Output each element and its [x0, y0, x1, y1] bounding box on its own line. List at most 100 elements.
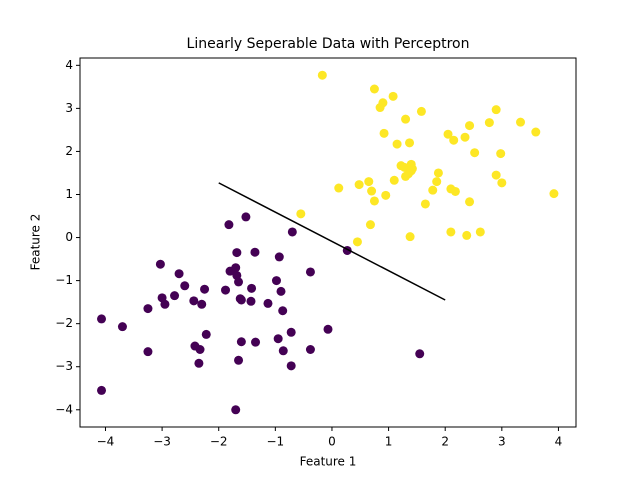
point	[416, 106, 426, 116]
point	[296, 209, 306, 219]
point	[189, 296, 199, 306]
point	[364, 177, 374, 187]
point	[449, 135, 459, 145]
x-tick-label: 1	[385, 435, 393, 449]
point	[231, 405, 241, 415]
decision-boundary	[218, 182, 446, 301]
point	[323, 324, 333, 334]
y-tick-label: 1	[65, 187, 73, 201]
point	[143, 304, 153, 314]
point	[194, 358, 204, 368]
x-tick-label: 3	[498, 435, 506, 449]
point	[278, 306, 288, 316]
point	[354, 180, 364, 190]
x-tick-label: 0	[328, 435, 336, 449]
point	[143, 347, 153, 357]
y-tick-label: −2	[55, 316, 73, 330]
y-tick-label: 3	[65, 101, 73, 115]
point	[405, 232, 415, 242]
point	[433, 168, 443, 178]
point	[491, 170, 501, 180]
point	[401, 171, 411, 181]
point	[465, 197, 475, 207]
point	[224, 220, 234, 230]
point	[236, 295, 246, 305]
point	[273, 334, 283, 344]
point	[231, 263, 241, 273]
point	[271, 276, 281, 286]
point	[274, 252, 284, 262]
point	[379, 128, 389, 138]
point	[97, 314, 107, 324]
point	[197, 299, 207, 309]
point	[155, 259, 165, 269]
point	[180, 281, 190, 291]
point	[367, 186, 377, 196]
point	[174, 269, 184, 279]
chart-title: Linearly Seperable Data with Perceptron	[187, 36, 470, 52]
point	[405, 138, 415, 148]
point	[221, 285, 231, 295]
point	[381, 190, 391, 200]
point	[170, 291, 180, 301]
point	[399, 162, 409, 172]
point	[334, 183, 344, 193]
point	[406, 166, 416, 176]
y-axis-label: Feature 2	[29, 214, 43, 271]
point	[375, 103, 385, 113]
point	[234, 277, 244, 287]
point	[465, 121, 475, 131]
point	[278, 346, 288, 356]
x-tick-label: −3	[153, 435, 171, 449]
point	[549, 189, 559, 199]
point	[97, 385, 107, 395]
point	[286, 361, 296, 371]
y-tick-label: −4	[55, 402, 73, 416]
point	[531, 127, 541, 137]
point	[462, 230, 472, 240]
point	[443, 129, 453, 139]
x-tick-label: −2	[210, 435, 228, 449]
point	[160, 299, 170, 309]
x-axis-label: Feature 1	[300, 455, 357, 469]
point	[415, 349, 425, 359]
point	[246, 296, 256, 306]
point	[305, 344, 315, 354]
point	[516, 117, 526, 127]
y-tick-label: −3	[55, 359, 73, 373]
point	[496, 149, 506, 159]
point	[389, 175, 399, 185]
point	[432, 177, 442, 187]
y-tick-label: 4	[65, 58, 73, 72]
point	[401, 114, 411, 124]
y-tick-label: −1	[55, 273, 73, 287]
point	[234, 355, 244, 365]
point	[251, 337, 261, 347]
point	[420, 199, 430, 209]
x-tick-label: 2	[441, 435, 449, 449]
point	[392, 139, 402, 149]
point	[195, 344, 205, 354]
point	[428, 185, 438, 195]
point	[475, 227, 485, 237]
point	[247, 283, 257, 293]
point	[250, 247, 260, 257]
point	[236, 337, 246, 347]
point	[369, 84, 379, 94]
point	[200, 284, 210, 294]
point	[446, 227, 456, 237]
point	[201, 329, 211, 339]
y-tick-label: 2	[65, 144, 73, 158]
point	[117, 322, 127, 332]
point	[352, 237, 362, 247]
point	[287, 227, 297, 237]
point	[497, 178, 507, 188]
point	[388, 91, 398, 101]
point	[305, 267, 315, 277]
point	[460, 132, 470, 142]
point	[484, 118, 494, 128]
point	[317, 70, 327, 80]
x-tick-label: −4	[97, 435, 115, 449]
